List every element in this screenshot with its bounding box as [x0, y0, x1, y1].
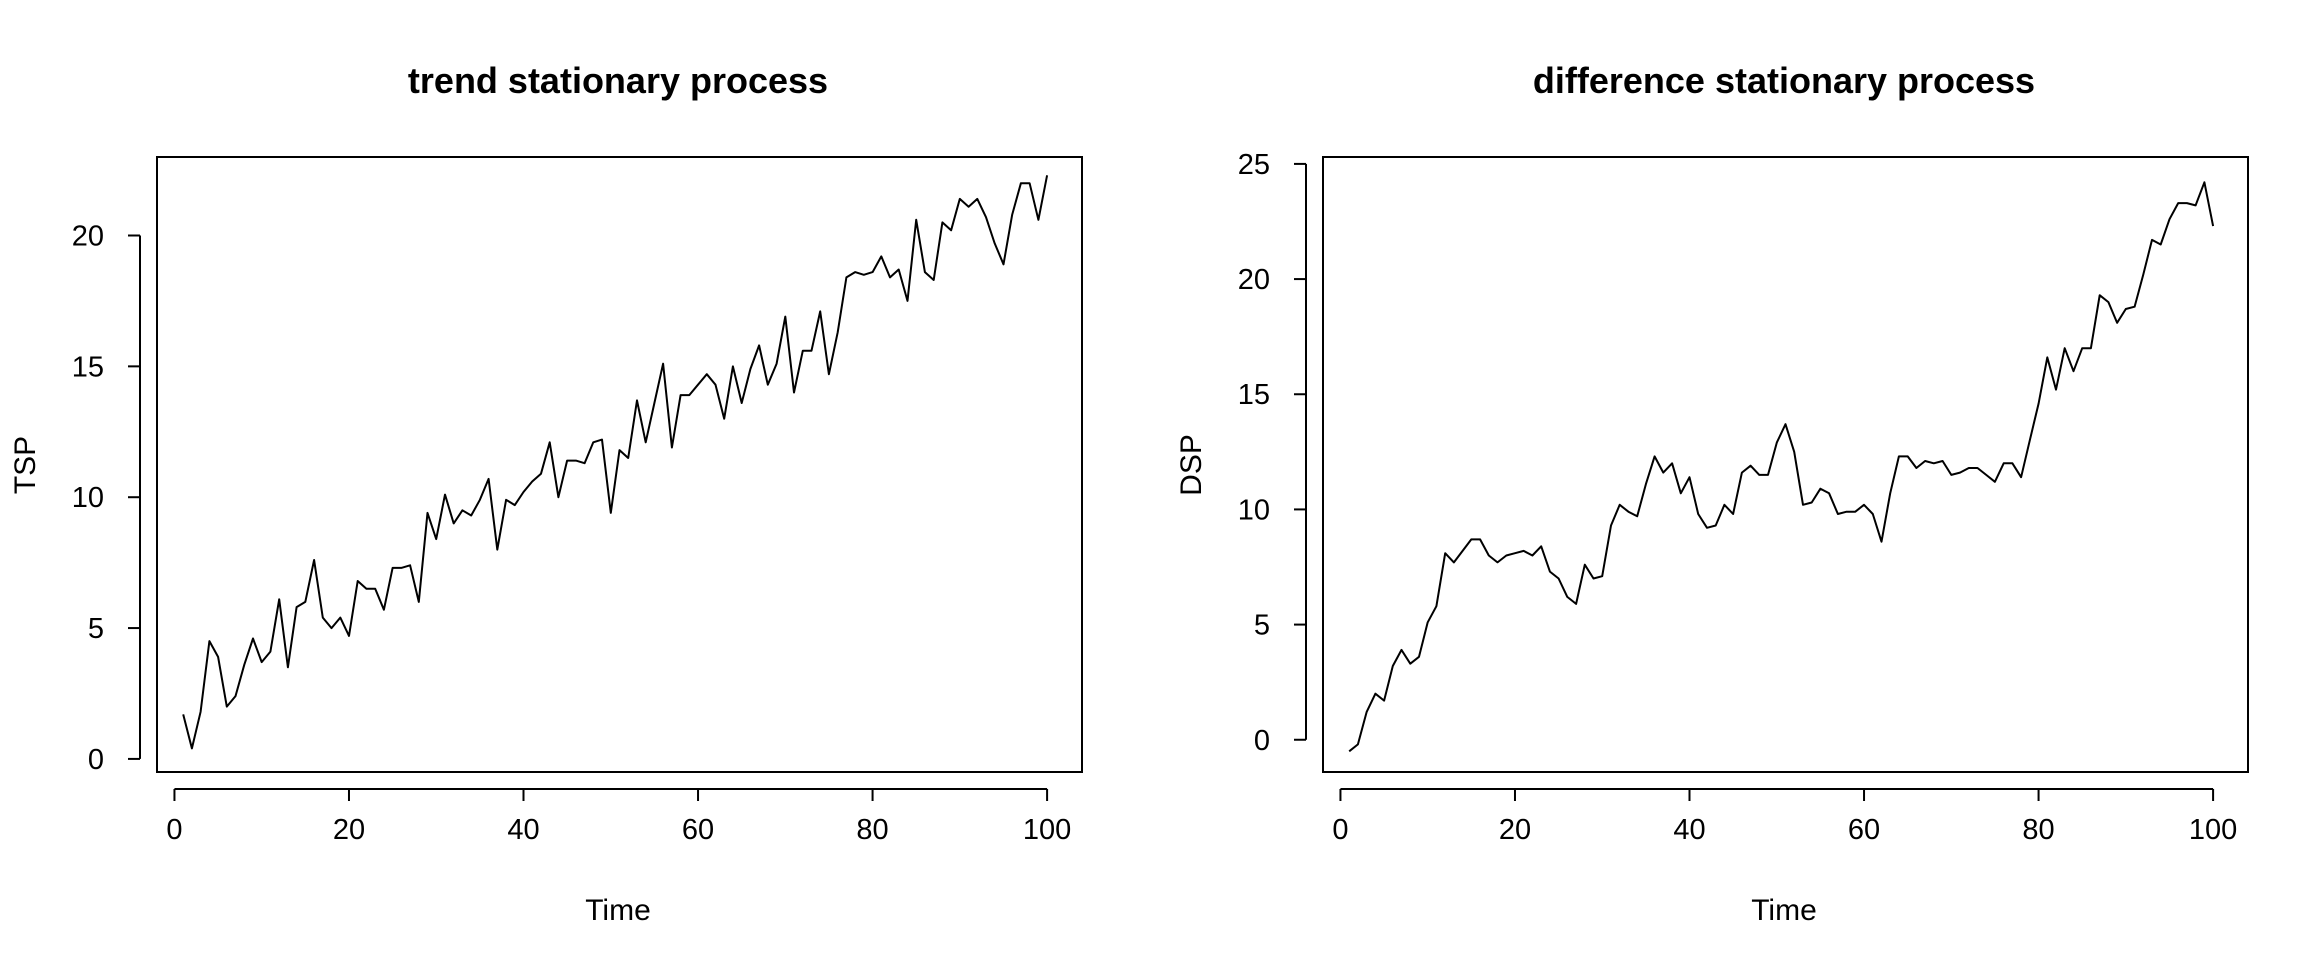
- x-tick-label: 100: [2189, 814, 2237, 846]
- x-tick-label: 100: [1023, 814, 1071, 846]
- y-tick-label: 0: [88, 744, 104, 776]
- x-tick-label: 20: [1499, 814, 1531, 846]
- y-axis: 0 5 10 15 20: [72, 221, 141, 776]
- series-line: [1348, 181, 2215, 753]
- series-line: [182, 175, 1049, 750]
- x-tick-label: 80: [2022, 814, 2054, 846]
- x-tick-label: 0: [166, 814, 182, 846]
- y-tick-label: 15: [72, 351, 104, 383]
- panel-dsp: difference stationary process 0 20 40 60 80 1…: [1175, 60, 2249, 927]
- chart-title: trend stationary process: [408, 60, 828, 101]
- y-tick-label: 10: [72, 482, 104, 514]
- series-group: [1348, 181, 2215, 753]
- x-axis: 0 20 40 60 80 100: [166, 788, 1071, 846]
- x-axis-label: Time: [1751, 894, 1817, 927]
- x-tick-label: 40: [1673, 814, 1705, 846]
- x-tick-label: 20: [333, 814, 365, 846]
- y-tick-label: 25: [1238, 149, 1270, 181]
- y-axis-label: DSP: [1175, 434, 1208, 496]
- y-axis-label: TSP: [9, 436, 42, 494]
- x-tick-label: 60: [682, 814, 714, 846]
- y-tick-label: 15: [1238, 379, 1270, 411]
- x-tick-label: 40: [507, 814, 539, 846]
- x-tick-label: 60: [1848, 814, 1880, 846]
- y-tick-label: 10: [1238, 494, 1270, 526]
- x-tick-label: 0: [1332, 814, 1348, 846]
- plot-frame: [156, 156, 1083, 773]
- y-tick-label: 20: [72, 221, 104, 253]
- plot-frame: [1322, 156, 2249, 773]
- chart-title: difference stationary process: [1533, 60, 2035, 101]
- x-axis: 0 20 40 60 80 100: [1332, 788, 2237, 846]
- y-tick-label: 0: [1254, 725, 1270, 757]
- y-axis: 0 5 10 15 20 25: [1238, 149, 1307, 757]
- y-tick-label: 5: [88, 613, 104, 645]
- panel-tsp: trend stationary process 0 20 40 60 80 100 0 5…: [9, 60, 1083, 927]
- y-tick-label: 5: [1254, 610, 1270, 642]
- series-group: [182, 175, 1049, 750]
- x-axis-label: Time: [585, 894, 651, 927]
- x-tick-label: 80: [856, 814, 888, 846]
- y-tick-label: 20: [1238, 264, 1270, 296]
